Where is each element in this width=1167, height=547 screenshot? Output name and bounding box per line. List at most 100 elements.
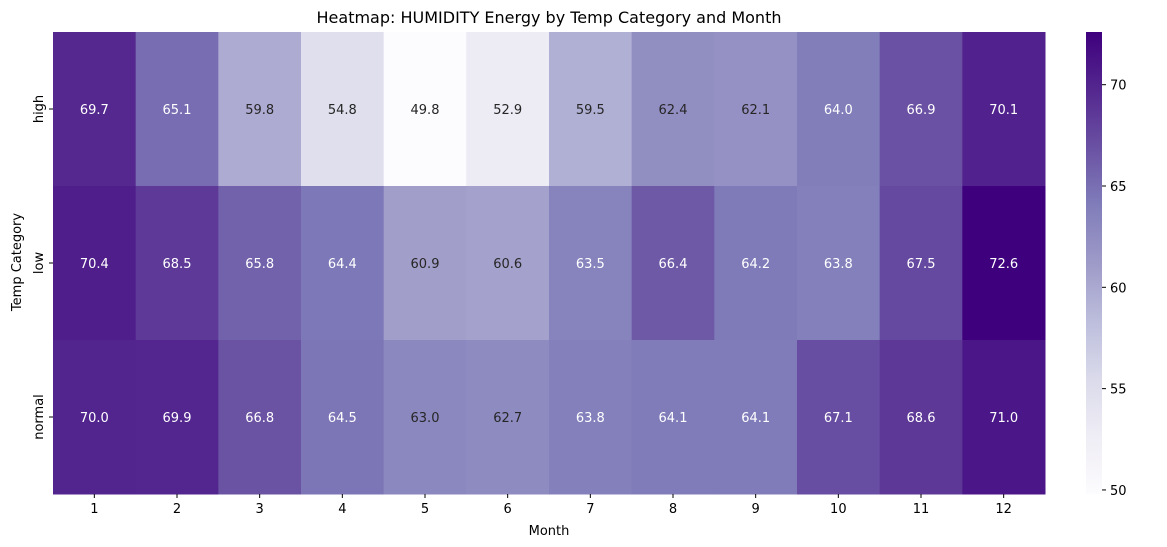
heatmap-cell bbox=[797, 186, 881, 341]
heatmap-cell bbox=[218, 186, 302, 341]
cell-value-label: 65.1 bbox=[163, 103, 192, 118]
x-tick-label: 7 bbox=[586, 502, 594, 517]
y-axis-ticks: high low normal bbox=[32, 95, 53, 440]
x-tick-label: 6 bbox=[504, 502, 512, 517]
cell-value-label: 63.5 bbox=[576, 257, 605, 272]
heatmap-cells bbox=[53, 32, 1046, 495]
x-tick-label: 11 bbox=[913, 502, 930, 517]
cell-value-label: 62.4 bbox=[659, 103, 688, 118]
cell-value-label: 70.4 bbox=[80, 257, 109, 272]
heatmap-cell bbox=[797, 340, 881, 495]
x-tick-label: 12 bbox=[995, 502, 1012, 517]
heatmap-cell bbox=[549, 340, 633, 495]
x-tick-label: 9 bbox=[752, 502, 760, 517]
cell-value-label: 66.9 bbox=[907, 103, 936, 118]
x-tick-label: 3 bbox=[256, 502, 264, 517]
cell-value-label: 72.6 bbox=[989, 257, 1018, 272]
cell-value-label: 64.1 bbox=[741, 411, 770, 426]
cell-value-label: 63.8 bbox=[824, 257, 853, 272]
chart-title: Heatmap: HUMIDITY Energy by Temp Categor… bbox=[317, 8, 782, 27]
cell-value-label: 68.6 bbox=[907, 411, 936, 426]
heatmap-cell bbox=[135, 32, 219, 187]
cell-value-label: 64.0 bbox=[824, 103, 853, 118]
heatmap-cell bbox=[301, 32, 385, 187]
cell-value-label: 52.9 bbox=[493, 103, 522, 118]
cell-value-label: 66.4 bbox=[659, 257, 688, 272]
x-axis-label: Month bbox=[529, 524, 570, 539]
cell-value-label: 59.8 bbox=[245, 103, 274, 118]
cell-value-label: 71.0 bbox=[989, 411, 1018, 426]
heatmap-cell bbox=[466, 32, 550, 187]
cell-value-label: 69.7 bbox=[80, 103, 109, 118]
heatmap-cell bbox=[549, 32, 633, 187]
cell-value-label: 64.5 bbox=[328, 411, 357, 426]
cell-value-label: 63.8 bbox=[576, 411, 605, 426]
cell-value-label: 59.5 bbox=[576, 103, 605, 118]
cell-value-label: 49.8 bbox=[411, 103, 440, 118]
heatmap-cell bbox=[53, 340, 137, 495]
heatmap-cell bbox=[135, 186, 219, 341]
heatmap-cell bbox=[383, 32, 467, 187]
heatmap-cell bbox=[466, 186, 550, 341]
cell-value-label: 64.2 bbox=[741, 257, 770, 272]
heatmap-cell bbox=[135, 340, 219, 495]
heatmap-cell bbox=[631, 32, 715, 187]
heatmap-cell bbox=[714, 32, 798, 187]
heatmap-cell bbox=[549, 186, 633, 341]
y-tick-label: high bbox=[32, 95, 47, 123]
cell-value-label: 63.0 bbox=[411, 411, 440, 426]
y-axis-label: Temp Category bbox=[10, 213, 25, 312]
x-tick-label: 1 bbox=[90, 502, 98, 517]
colorbar bbox=[1086, 32, 1102, 494]
heatmap-cell bbox=[797, 32, 881, 187]
colorbar-tick-label: 65 bbox=[1110, 180, 1127, 195]
x-axis-ticks: 1 2 3 4 5 6 7 8 9 10 11 12 bbox=[90, 494, 1012, 517]
heatmap-cell bbox=[466, 340, 550, 495]
cell-value-label: 70.1 bbox=[989, 103, 1018, 118]
x-tick-label: 8 bbox=[669, 502, 677, 517]
cell-value-label: 67.1 bbox=[824, 411, 853, 426]
cell-value-label: 70.0 bbox=[80, 411, 109, 426]
heatmap-cell-labels: 69.7 65.1 59.8 54.8 49.8 52.9 59.5 62.4 62.1 64.0… bbox=[80, 103, 1018, 426]
colorbar-tick-label: 55 bbox=[1110, 383, 1127, 398]
x-tick-label: 10 bbox=[830, 502, 847, 517]
cell-value-label: 68.5 bbox=[163, 257, 192, 272]
x-tick-label: 2 bbox=[173, 502, 181, 517]
colorbar-tick-label: 70 bbox=[1110, 79, 1127, 94]
colorbar-tick-label: 60 bbox=[1110, 281, 1127, 296]
colorbar-tick-label: 50 bbox=[1110, 484, 1127, 499]
heatmap-cell bbox=[714, 186, 798, 341]
x-tick-label: 5 bbox=[421, 502, 429, 517]
cell-value-label: 64.1 bbox=[659, 411, 688, 426]
heatmap-cell bbox=[53, 32, 137, 187]
heatmap-cell bbox=[631, 340, 715, 495]
y-tick-label: low bbox=[32, 252, 47, 275]
heatmap-cell bbox=[383, 186, 467, 341]
heatmap-cell bbox=[53, 186, 137, 341]
heatmap-cell bbox=[879, 32, 963, 187]
cell-value-label: 62.7 bbox=[493, 411, 522, 426]
heatmap-cell bbox=[218, 32, 302, 187]
heatmap-cell bbox=[879, 186, 963, 341]
heatmap-cell bbox=[631, 186, 715, 341]
heatmap-cell bbox=[962, 340, 1046, 495]
cell-value-label: 60.9 bbox=[411, 257, 440, 272]
cell-value-label: 62.1 bbox=[741, 103, 770, 118]
heatmap-cell bbox=[879, 340, 963, 495]
cell-value-label: 67.5 bbox=[907, 257, 936, 272]
heatmap-cell bbox=[714, 340, 798, 495]
heatmap-cell bbox=[962, 32, 1046, 187]
heatmap-cell bbox=[301, 186, 385, 341]
cell-value-label: 64.4 bbox=[328, 257, 357, 272]
cell-value-label: 54.8 bbox=[328, 103, 357, 118]
heatmap-cell bbox=[962, 186, 1046, 341]
x-tick-label: 4 bbox=[338, 502, 346, 517]
y-tick-label: normal bbox=[32, 394, 47, 440]
colorbar-ticks: 50 55 60 65 70 bbox=[1102, 79, 1127, 499]
heatmap-cell bbox=[301, 340, 385, 495]
heatmap-cell bbox=[218, 340, 302, 495]
cell-value-label: 65.8 bbox=[245, 257, 274, 272]
cell-value-label: 60.6 bbox=[493, 257, 522, 272]
cell-value-label: 69.9 bbox=[163, 411, 192, 426]
